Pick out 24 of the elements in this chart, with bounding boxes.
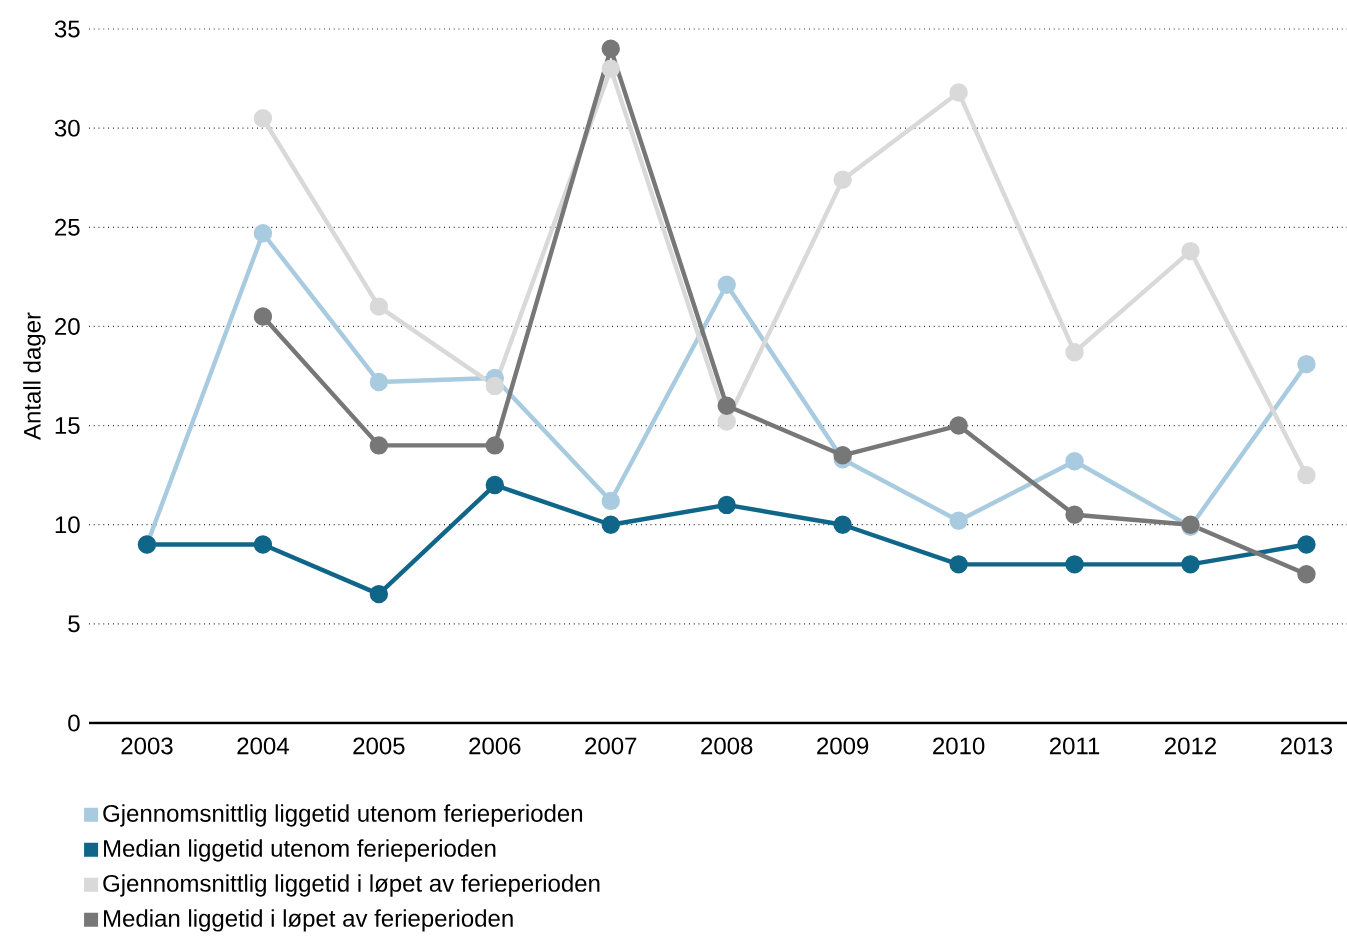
y-tick-label: 5 bbox=[68, 615, 80, 633]
x-tick-label: 2007 bbox=[585, 737, 637, 755]
y-axis-title: Antall dager bbox=[23, 312, 46, 441]
x-tick-label: 2005 bbox=[353, 737, 405, 755]
x-tick-label: 2008 bbox=[701, 737, 753, 755]
x-tick-label: 2003 bbox=[121, 737, 173, 755]
legend-label: Median liggetid i løpet av ferieperioden bbox=[104, 909, 513, 932]
x-tick-label: 2013 bbox=[1280, 737, 1333, 755]
y-tick-label: 10 bbox=[55, 516, 80, 534]
x-tick-label: 2010 bbox=[933, 737, 985, 755]
y-tick-label: 30 bbox=[54, 119, 80, 137]
y-tick-label: 0 bbox=[68, 714, 80, 732]
x-tick-label: 2012 bbox=[1164, 737, 1216, 755]
x-tick-label: 2011 bbox=[1049, 737, 1100, 755]
x-tick-label: 2009 bbox=[817, 737, 869, 755]
x-tick-label: 2004 bbox=[237, 737, 289, 755]
y-tick-label: 15 bbox=[55, 417, 80, 434]
y-tick-label: 20 bbox=[55, 317, 80, 335]
legend-label: Median liggetid utenom ferieperioden bbox=[104, 839, 496, 862]
y-tick-label: 35 bbox=[54, 20, 80, 38]
x-tick-label: 2006 bbox=[469, 737, 521, 755]
legend-label: Gjennomsnittlig liggetid i løpet av ferieperioden bbox=[103, 874, 600, 897]
legend-label: Gjennomsnittlig liggetid utenom ferieperioden bbox=[103, 804, 583, 827]
y-tick-label: 25 bbox=[55, 218, 80, 236]
